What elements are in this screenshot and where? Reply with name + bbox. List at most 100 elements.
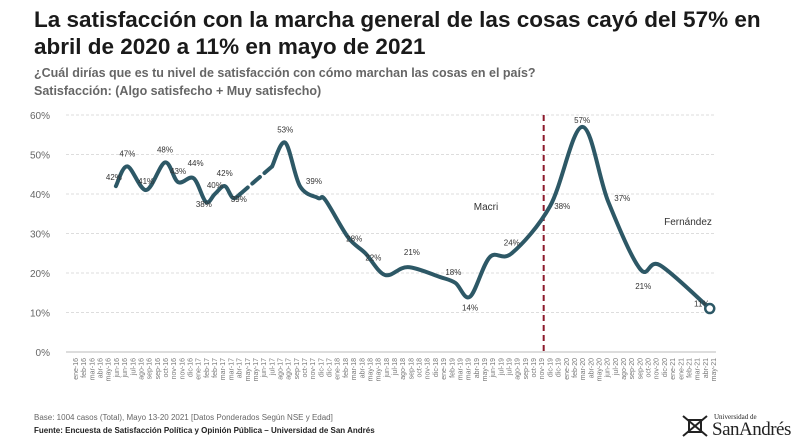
x-tick-label: abr-20 bbox=[588, 358, 595, 378]
x-tick-label: ene-19 bbox=[441, 358, 448, 380]
x-tick-label: nov-16 bbox=[171, 358, 178, 380]
x-tick-label: may-16 bbox=[106, 358, 113, 381]
x-tick-label: ago-19 bbox=[515, 358, 522, 380]
x-tick-label: jun-16 bbox=[114, 358, 121, 379]
data-label: 21% bbox=[404, 248, 420, 257]
x-tick-label: mar-17 bbox=[228, 358, 235, 380]
x-tick-label: feb-17 bbox=[212, 358, 219, 378]
x-tick-label: ago-20 bbox=[621, 358, 628, 380]
x-tick-label: sep-19 bbox=[523, 358, 530, 380]
x-tick-label: nov-19 bbox=[539, 358, 546, 380]
data-label: 38% bbox=[554, 202, 570, 211]
last-point-marker bbox=[703, 302, 716, 315]
x-tick-label: sep-17 bbox=[294, 358, 301, 380]
x-tick-label: nov-16 bbox=[179, 358, 186, 380]
line-chart: 0%10%20%30%40%50%60%ene-16 feb-16 mar-16 ab… bbox=[30, 111, 718, 381]
x-tick-label: jul-19 bbox=[507, 358, 514, 376]
data-label: 40% bbox=[207, 181, 223, 190]
x-tick-label: ago-18 bbox=[400, 358, 407, 380]
x-tick-label: ene-16 bbox=[73, 358, 80, 380]
data-label: 18% bbox=[445, 268, 461, 277]
x-tick-label: oct-18 bbox=[417, 358, 424, 378]
chart-title: La satisfacción con la marcha general de… bbox=[34, 7, 761, 59]
data-label: 38% bbox=[196, 200, 212, 209]
x-tick-label: dic-19 bbox=[556, 358, 563, 377]
x-tick-label: sep-16 bbox=[155, 358, 162, 380]
data-label: 48% bbox=[157, 145, 173, 154]
x-tick-label: ene-18 bbox=[335, 358, 342, 380]
x-tick-label: feb-17 bbox=[204, 358, 211, 378]
x-tick-label: jul-19 bbox=[498, 358, 505, 376]
data-label: 42% bbox=[217, 169, 233, 178]
x-tick-label: may-17 bbox=[253, 358, 260, 381]
x-tick-label: may-20 bbox=[596, 358, 603, 381]
chart-subtitle-question: ¿Cuál dirías que es tu nivel de satisfac… bbox=[34, 66, 536, 80]
x-tick-label: ene-20 bbox=[564, 358, 571, 380]
x-tick-label: dic-20 bbox=[662, 358, 669, 377]
data-label: 47% bbox=[119, 149, 135, 158]
x-tick-label: may-21 bbox=[711, 358, 718, 381]
x-tick-label: oct-17 bbox=[302, 358, 309, 378]
data-label: 39% bbox=[306, 177, 322, 186]
y-tick-label: 50% bbox=[30, 151, 50, 162]
x-tick-label: abr-18 bbox=[359, 358, 366, 378]
logo-line2: SanAndrés bbox=[712, 419, 791, 440]
x-tick-label: ene-21 bbox=[670, 358, 677, 380]
data-label: 43% bbox=[170, 167, 186, 176]
x-tick-label: oct-19 bbox=[531, 358, 538, 378]
data-label: 22% bbox=[365, 253, 381, 262]
x-tick-label: feb-21 bbox=[686, 358, 693, 378]
x-tick-label: jun-17 bbox=[261, 358, 268, 379]
x-tick-label: mar-16 bbox=[89, 358, 96, 380]
x-tick-label: feb-20 bbox=[572, 358, 579, 378]
x-tick-label: dic-17 bbox=[327, 358, 334, 377]
annotation-fernandez: Fernández bbox=[664, 217, 712, 228]
x-tick-label: sep-18 bbox=[408, 358, 415, 380]
x-tick-label: oct-16 bbox=[163, 358, 170, 378]
x-tick-label: jun-20 bbox=[605, 358, 612, 379]
data-label: 57% bbox=[574, 116, 590, 125]
x-tick-label: abr-17 bbox=[237, 358, 244, 378]
y-tick-label: 40% bbox=[30, 190, 50, 201]
x-tick-label: dic-18 bbox=[433, 358, 440, 377]
data-label: 53% bbox=[277, 126, 293, 135]
data-label: 14% bbox=[462, 304, 478, 313]
footer-source: Fuente: Encuesta de Satisfacción Polític… bbox=[34, 426, 375, 435]
x-tick-label: may-18 bbox=[367, 358, 374, 381]
x-tick-label: sep-20 bbox=[637, 358, 644, 380]
x-tick-label: jul-16 bbox=[130, 358, 137, 376]
x-tick-label: nov-17 bbox=[310, 358, 317, 380]
x-tick-label: abr-16 bbox=[98, 358, 105, 378]
x-tick-label: may-19 bbox=[482, 358, 489, 381]
data-label: 41% bbox=[138, 177, 154, 186]
x-tick-label: feb-16 bbox=[81, 358, 88, 378]
footer-base: Base: 1004 casos (Total), Mayo 13-20 202… bbox=[34, 413, 333, 422]
x-tick-label: jul-18 bbox=[392, 358, 399, 376]
x-tick-label: dic-19 bbox=[547, 358, 554, 377]
x-tick-label: feb-18 bbox=[343, 358, 350, 378]
logo-crest-icon bbox=[682, 415, 708, 437]
y-tick-label: 30% bbox=[30, 230, 50, 241]
x-tick-label: sep-16 bbox=[147, 358, 154, 380]
y-tick-label: 60% bbox=[30, 111, 50, 122]
data-label: 28% bbox=[346, 234, 362, 243]
data-label: 42% bbox=[106, 173, 122, 182]
x-tick-label: ago-17 bbox=[286, 358, 293, 380]
x-tick-label: jul-20 bbox=[613, 358, 620, 376]
x-tick-label: jun-19 bbox=[490, 358, 497, 379]
series-line-solid bbox=[270, 124, 712, 311]
data-label: 44% bbox=[188, 159, 204, 168]
x-tick-label: feb-19 bbox=[449, 358, 456, 378]
x-tick-label: abr-19 bbox=[474, 358, 481, 378]
y-tick-label: 20% bbox=[30, 269, 50, 280]
x-tick-label: mar-17 bbox=[220, 358, 227, 380]
annotation-macri: Macri bbox=[474, 202, 498, 213]
x-tick-label: nov-20 bbox=[654, 358, 661, 380]
chart-subtitle-measure: Satisfacción: (Algo satisfecho + Muy sat… bbox=[34, 84, 322, 98]
x-tick-label: ene-21 bbox=[678, 358, 685, 380]
x-tick-label: ago-17 bbox=[277, 358, 284, 380]
data-label: 21% bbox=[635, 282, 651, 291]
x-tick-label: ago-16 bbox=[138, 358, 145, 380]
x-tick-label: mar-20 bbox=[580, 358, 587, 380]
x-tick-label: mar-19 bbox=[466, 358, 473, 380]
